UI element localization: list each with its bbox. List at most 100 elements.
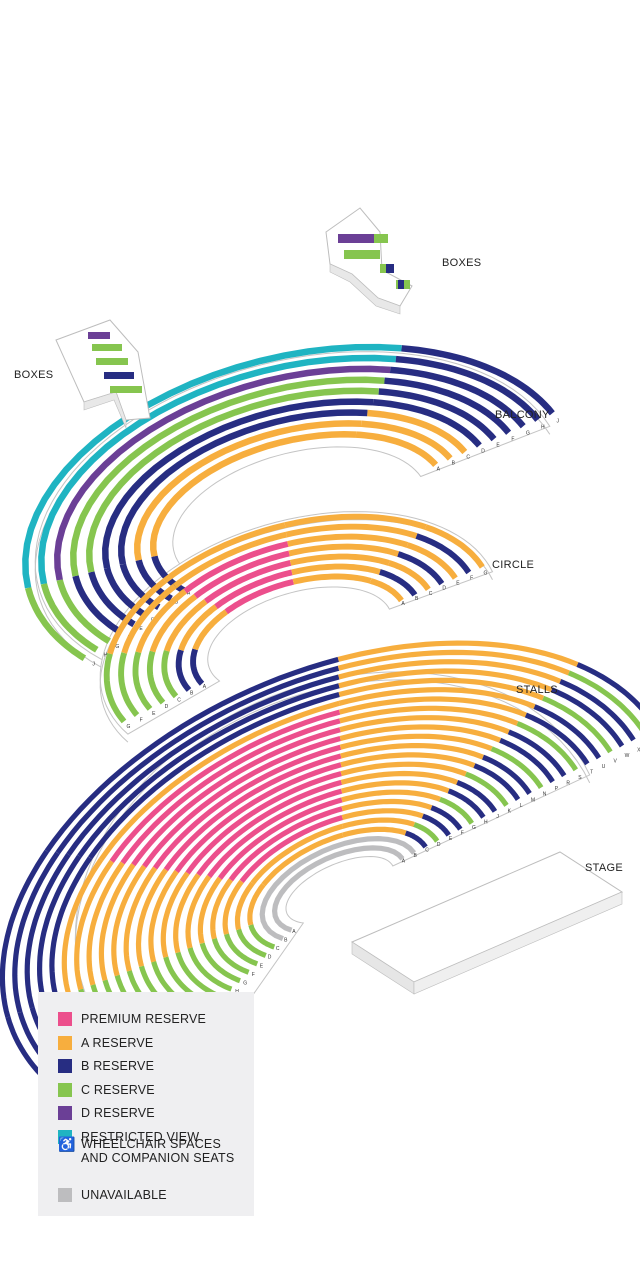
circle-row-F-seg-1[interactable] [121,583,177,654]
stalls-row-S-seg-3[interactable] [339,705,519,726]
balcony-row-A-seg-1[interactable] [150,431,357,557]
balcony-row-H-seg-0[interactable] [40,582,99,653]
stalls-row-U-seg-1[interactable] [61,858,104,995]
stalls-row-S-seg-1[interactable] [86,861,125,986]
stalls-row-J-seg-3[interactable] [340,770,459,785]
stalls-row-Y-seg-1[interactable] [12,851,60,1014]
stalls-row-Z-seg-2[interactable] [44,656,339,853]
stalls-row-Y-seg-3[interactable] [337,649,570,676]
balcony-row-F-seg-1[interactable] [70,376,385,577]
stalls-row-W-seg-1[interactable] [36,854,82,1004]
stalls-row-X-seg-2[interactable] [66,674,340,857]
stalls-row-F-seg-3[interactable] [341,798,433,812]
balcony-row-H-seg-1[interactable] [38,354,397,585]
left-box-h-d-reserve[interactable] [88,332,110,339]
stalls-row-U-seg-4[interactable] [533,704,602,760]
stalls-row-N-seg-1[interactable] [123,866,158,972]
circle-row-G-seg-3[interactable] [284,513,427,530]
stalls-row-Z-seg-1[interactable] [0,849,49,1018]
stalls-row-X-seg-1[interactable] [24,853,71,1009]
circle-row-A-seg-1[interactable] [192,609,229,651]
circle-row-B-seg-2[interactable] [214,569,293,609]
circle-row-D-seg-0[interactable] [146,650,166,705]
stalls-row-S-seg-2[interactable] [120,718,341,865]
circle-row-F-seg-2[interactable] [173,531,288,589]
stalls-row-V-seg-1[interactable] [49,856,93,1000]
stalls-row-A-seg-0[interactable] [271,845,405,933]
balcony-row-G-seg-2[interactable] [389,366,526,429]
stalls-row-D-seg-2[interactable] [250,823,344,885]
circle-row-D-seg-3[interactable] [288,543,400,557]
stalls-row-G-seg-0[interactable] [199,942,241,984]
stalls-row-C-seg-3[interactable] [342,826,407,838]
balcony-row-E-seg-0[interactable] [88,571,136,628]
circle-row-E-seg-0[interactable] [132,651,153,711]
stalls-row-V-seg-4[interactable] [542,695,613,754]
stalls-row-K-seg-4[interactable] [464,771,509,807]
stalls-row-W-seg-3[interactable] [338,668,553,693]
stalls-row-G-seg-4[interactable] [439,796,474,825]
left-box-f-c-reserve[interactable] [96,358,128,365]
box-row-b-c-reserve[interactable] [380,264,386,273]
stalls-row-Y-seg-2[interactable] [55,665,340,855]
stalls-row-M-seg-2[interactable] [163,753,342,872]
stalls-row-K-seg-1[interactable] [160,871,190,958]
stalls-row-M-seg-1[interactable] [135,868,169,967]
stalls-row-V-seg-3[interactable] [338,677,545,701]
stalls-row-H-seg-0[interactable] [187,947,233,992]
balcony-row-G-seg-1[interactable] [54,365,391,581]
balcony-row-F-seg-0[interactable] [72,575,124,636]
box-row-g-c-reserve[interactable] [374,234,388,243]
stalls-row-N-seg-3[interactable] [339,733,493,752]
stalls-row-B-seg-0[interactable] [259,835,417,941]
left-box-d-c-reserve[interactable] [110,386,142,393]
balcony-row-B-seg-2[interactable] [361,420,453,461]
stalls-row-V-seg-2[interactable] [87,691,340,860]
stalls-row-G-seg-3[interactable] [341,789,441,803]
stalls-row-E-seg-0[interactable] [224,933,259,967]
circle-row-C-seg-2[interactable] [203,560,292,604]
balcony-row-D-seg-1[interactable] [102,398,374,569]
stalls-row-C-seg-1[interactable] [247,883,266,926]
stalls-row-R-seg-4[interactable] [507,729,567,778]
stalls-row-U-seg-2[interactable] [98,700,341,862]
stalls-row-K-seg-3[interactable] [340,761,467,777]
stalls-row-P-seg-1[interactable] [111,864,147,977]
left-box-g-c-reserve[interactable] [92,344,122,351]
stalls-row-F-seg-1[interactable] [210,878,233,940]
stalls-row-M-seg-4[interactable] [482,754,532,795]
stalls-row-F-seg-0[interactable] [211,938,250,975]
circle-row-B-seg-3[interactable] [291,563,381,576]
stalls-row-T-seg-2[interactable] [109,709,341,863]
left-box-e-b-reserve[interactable] [104,372,134,379]
circle-row-E-seg-1[interactable] [135,588,187,654]
stalls-row-E-seg-2[interactable] [239,815,344,884]
balcony-row-C-seg-0[interactable] [119,563,161,611]
circle-row-C-seg-1[interactable] [164,599,208,652]
stalls-row-N-seg-4[interactable] [490,746,544,789]
stalls-row-C-seg-4[interactable] [404,830,428,849]
stalls-row-R-seg-1[interactable] [98,863,136,981]
circle-row-C-seg-3[interactable] [289,553,390,566]
stalls-row-Y-seg-4[interactable] [567,670,640,734]
balcony-row-E-seg-2[interactable] [378,388,497,442]
circle-row-D-seg-4[interactable] [397,551,445,586]
stalls-row-D-seg-0[interactable] [236,928,267,958]
stalls-row-G-seg-1[interactable] [197,876,223,944]
stalls-row-D-seg-1[interactable] [234,881,255,931]
stalls-row-L-seg-1[interactable] [148,869,179,963]
circle-row-A-seg-3[interactable] [292,573,372,585]
stalls-row-J-seg-2[interactable] [196,779,343,877]
stalls-row-L-seg-2[interactable] [174,762,342,873]
stalls-row-D-seg-4[interactable] [413,822,440,843]
balcony-row-A-seg-2[interactable] [355,431,439,468]
circle-row-B-seg-4[interactable] [379,569,418,597]
circle-row-E-seg-2[interactable] [183,541,289,594]
circle-row-B-seg-1[interactable] [178,604,218,652]
circle-row-G-seg-4[interactable] [424,524,485,569]
circle-row-F-seg-3[interactable] [285,523,418,539]
circle-row-E-seg-3[interactable] [287,533,409,548]
stalls-row-F-seg-2[interactable] [228,806,343,882]
circle-row-D-seg-1[interactable] [149,593,198,653]
circle-row-D-seg-2[interactable] [193,550,290,599]
